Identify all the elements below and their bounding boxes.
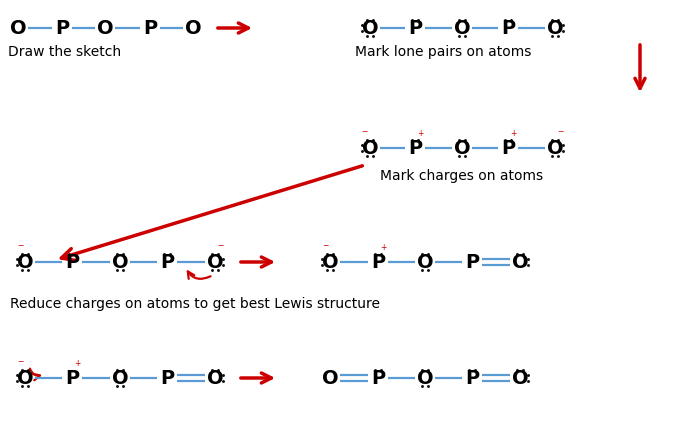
Text: P: P	[501, 139, 515, 157]
Text: O: O	[416, 253, 433, 272]
Text: $^+$: $^+$	[379, 243, 389, 253]
Text: P: P	[160, 369, 174, 387]
Text: O: O	[547, 139, 564, 157]
Text: P: P	[65, 253, 79, 272]
Text: Mark lone pairs on atoms: Mark lone pairs on atoms	[355, 45, 531, 59]
Text: P: P	[501, 18, 515, 37]
Text: O: O	[512, 369, 528, 387]
Text: O: O	[362, 18, 378, 37]
Text: $^+$: $^+$	[510, 129, 519, 139]
Text: $^+$: $^+$	[74, 359, 83, 369]
Text: Draw the sketch: Draw the sketch	[8, 45, 121, 59]
Text: $^-$: $^-$	[556, 129, 566, 139]
Text: P: P	[408, 18, 422, 37]
Text: O: O	[416, 369, 433, 387]
Text: P: P	[371, 369, 385, 387]
Text: $^-$: $^-$	[360, 129, 370, 139]
Text: $^-$: $^-$	[321, 243, 330, 253]
Text: O: O	[547, 18, 564, 37]
Text: P: P	[65, 369, 79, 387]
FancyArrowPatch shape	[188, 272, 211, 279]
Text: P: P	[143, 18, 157, 37]
Text: O: O	[454, 18, 470, 37]
Text: $^-$: $^-$	[216, 243, 225, 253]
Text: O: O	[185, 18, 202, 37]
Text: O: O	[454, 139, 470, 157]
Text: O: O	[206, 369, 223, 387]
Text: O: O	[512, 253, 528, 272]
Text: O: O	[17, 253, 34, 272]
Text: P: P	[408, 139, 422, 157]
Text: O: O	[322, 253, 338, 272]
Text: P: P	[55, 18, 69, 37]
Text: P: P	[160, 253, 174, 272]
Text: Reduce charges on atoms to get best Lewis structure: Reduce charges on atoms to get best Lewi…	[10, 297, 380, 311]
Text: $^-$: $^-$	[16, 359, 26, 369]
Text: P: P	[371, 253, 385, 272]
Text: O: O	[17, 369, 34, 387]
Text: Mark charges on atoms: Mark charges on atoms	[380, 169, 543, 183]
Text: O: O	[362, 139, 378, 157]
Text: O: O	[112, 253, 128, 272]
FancyArrowPatch shape	[30, 369, 40, 380]
Text: O: O	[322, 369, 338, 387]
Text: O: O	[112, 369, 128, 387]
Text: $^+$: $^+$	[416, 129, 426, 139]
Text: O: O	[10, 18, 27, 37]
Text: O: O	[206, 253, 223, 272]
Text: $^-$: $^-$	[16, 243, 26, 253]
Text: O: O	[97, 18, 113, 37]
Text: P: P	[465, 369, 479, 387]
Text: P: P	[465, 253, 479, 272]
